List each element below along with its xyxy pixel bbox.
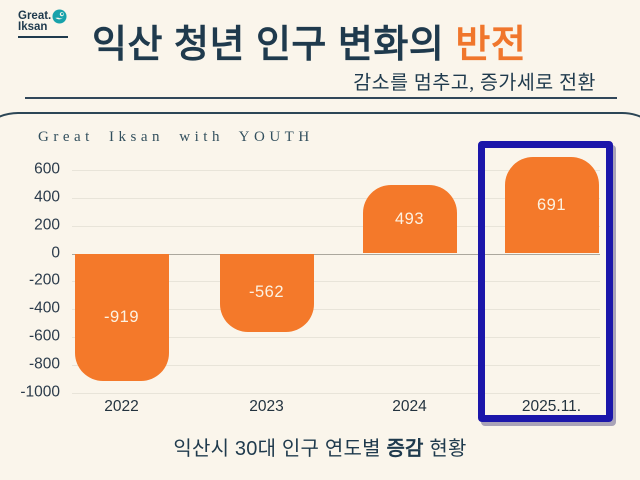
- bar-value-label: -562: [248, 283, 285, 302]
- caption-bold: 증감: [386, 438, 424, 460]
- page-title: 익산 청년 인구 변화의 반전: [92, 13, 632, 68]
- caption-suffix: 현황: [423, 438, 467, 460]
- chart-caption: 익산시 30대 인구 연도별 증감 현황: [0, 432, 640, 461]
- x-axis-label-2023: 2023: [249, 398, 284, 415]
- bar-value-label: -919: [103, 307, 140, 326]
- bar-2024: 493: [362, 184, 457, 254]
- zero-gridline: [72, 253, 600, 255]
- page-title-main: 익산 청년 인구 변화의: [92, 24, 456, 66]
- y-axis-tick-label: 400: [34, 188, 60, 206]
- gridline: [72, 392, 600, 394]
- page-title-accent: 반전: [455, 24, 527, 66]
- gridline: [72, 197, 600, 199]
- chart-panel: [0, 112, 640, 480]
- x-axis-label-2024: 2024: [392, 398, 427, 415]
- gridline: [72, 281, 600, 283]
- y-axis-tick-label: -600: [28, 327, 60, 345]
- x-axis-label-2022: 2022: [104, 398, 139, 415]
- logo: Great. Iksan: [18, 9, 72, 38]
- logo-underline: [18, 36, 68, 38]
- highlight-box: [478, 141, 613, 422]
- y-axis-tick-label: -1000: [20, 382, 60, 400]
- y-axis-tick-label: 600: [34, 160, 60, 178]
- bar-value-label: 493: [394, 209, 425, 228]
- logo-line1: Great.: [18, 10, 52, 22]
- bar-2022: -919: [74, 253, 169, 382]
- chart-watermark: Great Iksan with YOUTH: [38, 129, 314, 145]
- caption-prefix: 익산시 30대 인구 연도별: [173, 438, 387, 460]
- teal-swoosh-circle-icon: [52, 9, 67, 29]
- gridline: [72, 364, 600, 366]
- y-axis-tick-label: 200: [34, 215, 60, 233]
- bar-value-label: 691: [536, 195, 567, 214]
- gridline: [72, 225, 600, 227]
- x-axis-label-2025.11.: 2025.11.: [521, 398, 582, 415]
- gridline: [72, 309, 600, 311]
- y-axis-tick-label: -400: [28, 299, 60, 317]
- bar-2025.11.: 691: [504, 157, 599, 254]
- header-divider: [25, 97, 617, 99]
- y-axis-tick-label: -200: [28, 271, 60, 289]
- gridline: [72, 336, 600, 338]
- page-subtitle: 감소를 멈추고, 증가세로 전환: [353, 73, 596, 94]
- y-axis-tick-label: -800: [28, 354, 60, 372]
- logo-text: Great. Iksan: [18, 10, 52, 33]
- y-axis-tick-label: 0: [51, 243, 60, 261]
- bar-2023: -562: [219, 253, 314, 332]
- gridline: [72, 170, 600, 172]
- logo-line2: Iksan: [18, 21, 48, 33]
